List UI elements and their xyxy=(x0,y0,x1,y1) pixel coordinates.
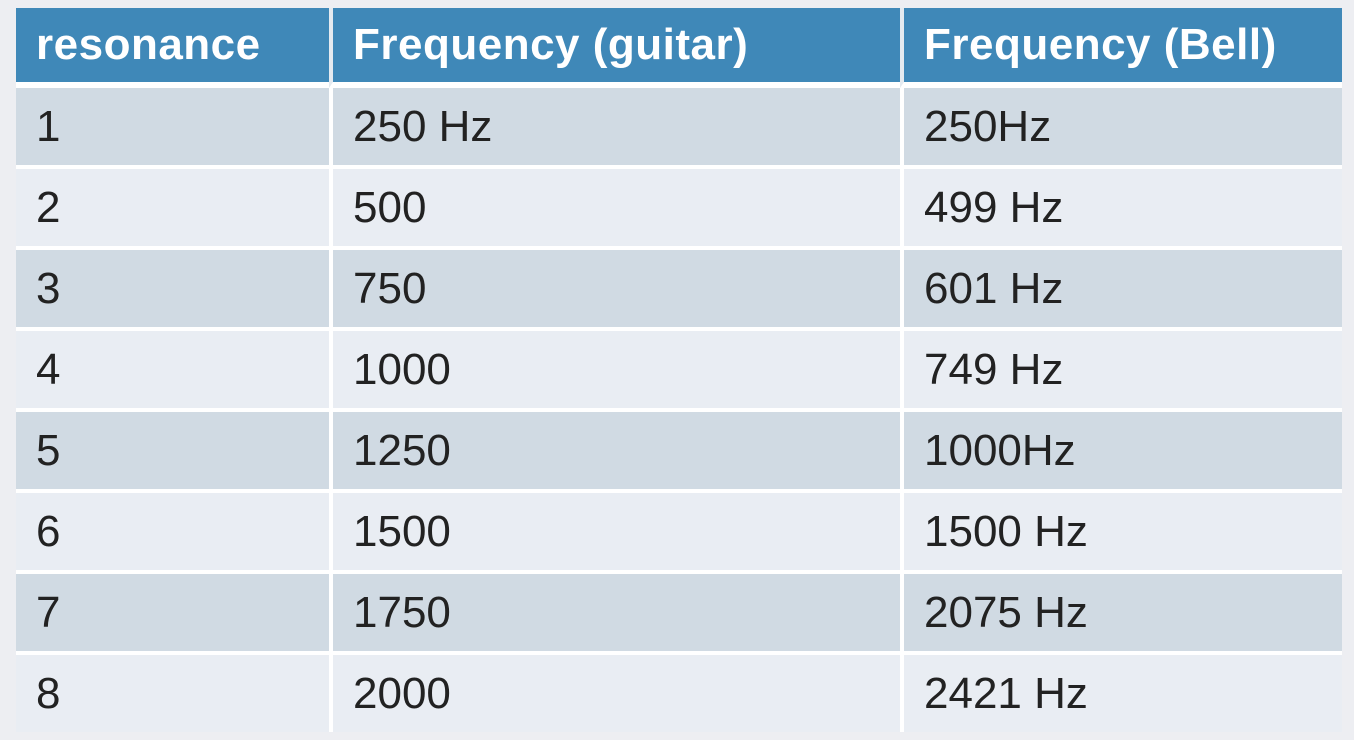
header-frequency-guitar: Frequency (guitar) xyxy=(329,8,900,88)
header-row: resonance Frequency (guitar) Frequency (… xyxy=(16,8,1342,88)
guitar-frequency-cell: 2000 xyxy=(329,651,900,732)
guitar-frequency-cell: 1000 xyxy=(329,327,900,408)
bell-frequency-cell: 2075 Hz xyxy=(900,570,1342,651)
table-body: 1 250 Hz 250Hz 2 500 499 Hz 3 750 601 Hz… xyxy=(16,88,1342,732)
table-row: 3 750 601 Hz xyxy=(16,246,1342,327)
resonance-cell: 1 xyxy=(16,88,329,165)
resonance-cell: 3 xyxy=(16,246,329,327)
guitar-frequency-cell: 1750 xyxy=(329,570,900,651)
table-row: 2 500 499 Hz xyxy=(16,165,1342,246)
resonance-cell: 8 xyxy=(16,651,329,732)
bell-frequency-cell: 1000Hz xyxy=(900,408,1342,489)
guitar-frequency-cell: 1250 xyxy=(329,408,900,489)
frequency-table: resonance Frequency (guitar) Frequency (… xyxy=(16,8,1342,732)
header-resonance: resonance xyxy=(16,8,329,88)
table-row: 6 1500 1500 Hz xyxy=(16,489,1342,570)
table-header: resonance Frequency (guitar) Frequency (… xyxy=(16,8,1342,88)
guitar-frequency-cell: 500 xyxy=(329,165,900,246)
table-row: 8 2000 2421 Hz xyxy=(16,651,1342,732)
bell-frequency-cell: 1500 Hz xyxy=(900,489,1342,570)
guitar-frequency-cell: 250 Hz xyxy=(329,88,900,165)
table-row: 1 250 Hz 250Hz xyxy=(16,88,1342,165)
resonance-cell: 2 xyxy=(16,165,329,246)
guitar-frequency-cell: 1500 xyxy=(329,489,900,570)
table-row: 4 1000 749 Hz xyxy=(16,327,1342,408)
bell-frequency-cell: 601 Hz xyxy=(900,246,1342,327)
resonance-cell: 5 xyxy=(16,408,329,489)
bell-frequency-cell: 250Hz xyxy=(900,88,1342,165)
guitar-frequency-cell: 750 xyxy=(329,246,900,327)
table-row: 5 1250 1000Hz xyxy=(16,408,1342,489)
resonance-cell: 4 xyxy=(16,327,329,408)
header-frequency-bell: Frequency (Bell) xyxy=(900,8,1342,88)
bell-frequency-cell: 499 Hz xyxy=(900,165,1342,246)
bell-frequency-cell: 749 Hz xyxy=(900,327,1342,408)
bell-frequency-cell: 2421 Hz xyxy=(900,651,1342,732)
table-row: 7 1750 2075 Hz xyxy=(16,570,1342,651)
resonance-cell: 7 xyxy=(16,570,329,651)
resonance-cell: 6 xyxy=(16,489,329,570)
